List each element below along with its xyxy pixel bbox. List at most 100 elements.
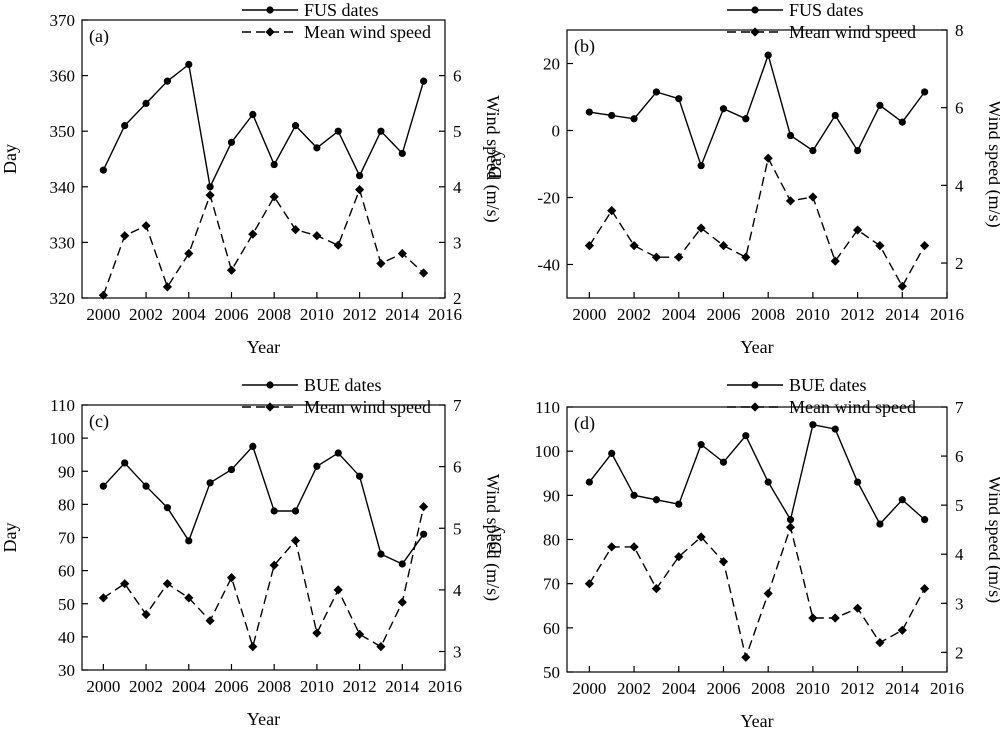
data-point: [141, 221, 151, 231]
data-point: [584, 241, 594, 251]
data-point: [98, 593, 108, 603]
data-point: [764, 478, 772, 486]
data-point: [652, 88, 661, 96]
x-tick-label: 2006: [706, 679, 740, 698]
y2-tick-label: 5: [955, 496, 964, 515]
data-point: [398, 149, 406, 158]
x-tick-label: 2010: [300, 305, 334, 324]
y2-tick-label: 6: [955, 99, 964, 118]
x-axis-label: Year: [247, 337, 280, 357]
panel-label: (d): [574, 413, 595, 434]
data-point: [397, 597, 407, 607]
y-tick-label: 100: [50, 429, 76, 448]
data-point: [226, 265, 237, 275]
data-point: [312, 628, 322, 638]
legend-marker: [265, 402, 275, 412]
data-point: [608, 449, 616, 457]
y2-tick-label: 2: [453, 289, 462, 308]
series-wind-speed: [584, 522, 930, 662]
data-point: [377, 127, 385, 135]
data-point: [651, 584, 661, 594]
data-point: [876, 101, 884, 109]
x-tick-label: 2006: [214, 305, 248, 324]
plot-frame: [81, 19, 446, 299]
y2-tick-label: 2: [955, 643, 964, 662]
y2-axis-label: Wind speed (m/s): [482, 474, 503, 601]
data-point: [313, 144, 321, 152]
y-axis-label: Day: [0, 144, 20, 174]
x-tick-label: 2016: [428, 677, 462, 696]
data-point: [376, 258, 386, 269]
legend-label: Mean wind speed: [304, 22, 431, 42]
series-dates: [99, 442, 428, 568]
data-point: [585, 108, 593, 116]
data-point: [764, 51, 772, 59]
data-point: [853, 478, 862, 486]
y-tick-label: 90: [543, 486, 560, 505]
series-wind-speed: [584, 153, 930, 291]
data-point: [398, 560, 406, 568]
y2-tick-label: 7: [453, 396, 462, 415]
data-point: [853, 603, 863, 613]
data-point: [184, 593, 194, 603]
data-point: [333, 585, 343, 595]
y2-tick-label: 6: [955, 447, 964, 466]
x-tick-label: 2002: [617, 305, 651, 324]
data-point: [355, 629, 365, 639]
legend-marker: [266, 381, 274, 389]
series-wind-speed: [98, 185, 429, 300]
data-point: [99, 482, 107, 490]
series-line: [588, 524, 926, 660]
legend-marker: [751, 381, 759, 389]
data-point: [141, 609, 151, 620]
x-tick-label: 2016: [930, 305, 964, 324]
panel-label: (a): [89, 26, 109, 47]
y-tick-label: 90: [58, 462, 75, 481]
data-point: [786, 516, 795, 524]
x-tick-label: 2008: [751, 679, 785, 698]
y2-tick-label: 4: [955, 176, 964, 195]
data-point: [809, 421, 817, 429]
series-dates: [99, 60, 428, 191]
data-point: [142, 482, 150, 490]
data-point: [675, 500, 683, 508]
data-point: [269, 560, 279, 570]
data-point: [830, 256, 840, 266]
data-point: [206, 479, 214, 487]
data-point: [875, 241, 885, 251]
x-tick-label: 2000: [86, 305, 120, 324]
data-point: [808, 613, 818, 623]
data-point: [719, 105, 728, 113]
series-line: [102, 187, 425, 296]
series-line: [589, 52, 926, 168]
y2-tick-label: 4: [453, 581, 462, 600]
y2-tick-label: 6: [453, 458, 462, 477]
data-point: [607, 542, 617, 552]
data-point: [227, 465, 236, 474]
data-point: [312, 231, 322, 241]
data-point: [741, 652, 751, 662]
y-tick-label: 360: [50, 67, 76, 86]
y2-axis-label: Wind speed (m/s): [482, 95, 503, 222]
legend-marker: [266, 6, 274, 14]
y-tick-label: 320: [50, 289, 76, 308]
data-point: [853, 225, 863, 235]
data-point: [376, 642, 386, 652]
data-point: [227, 138, 236, 146]
data-point: [270, 160, 278, 169]
y-tick-label: 340: [50, 178, 76, 197]
data-point: [831, 111, 839, 120]
y2-tick-label: 3: [955, 594, 964, 613]
x-tick-label: 2008: [257, 305, 291, 324]
data-point: [397, 248, 407, 259]
data-point: [808, 192, 818, 202]
y-tick-label: 370: [50, 11, 76, 30]
y2-tick-label: 3: [453, 233, 462, 252]
y-axis-label: Day: [485, 149, 505, 179]
data-point: [142, 99, 150, 107]
y-tick-label: 80: [58, 495, 75, 514]
data-point: [120, 579, 130, 589]
data-point: [377, 550, 385, 558]
data-point: [355, 185, 365, 195]
